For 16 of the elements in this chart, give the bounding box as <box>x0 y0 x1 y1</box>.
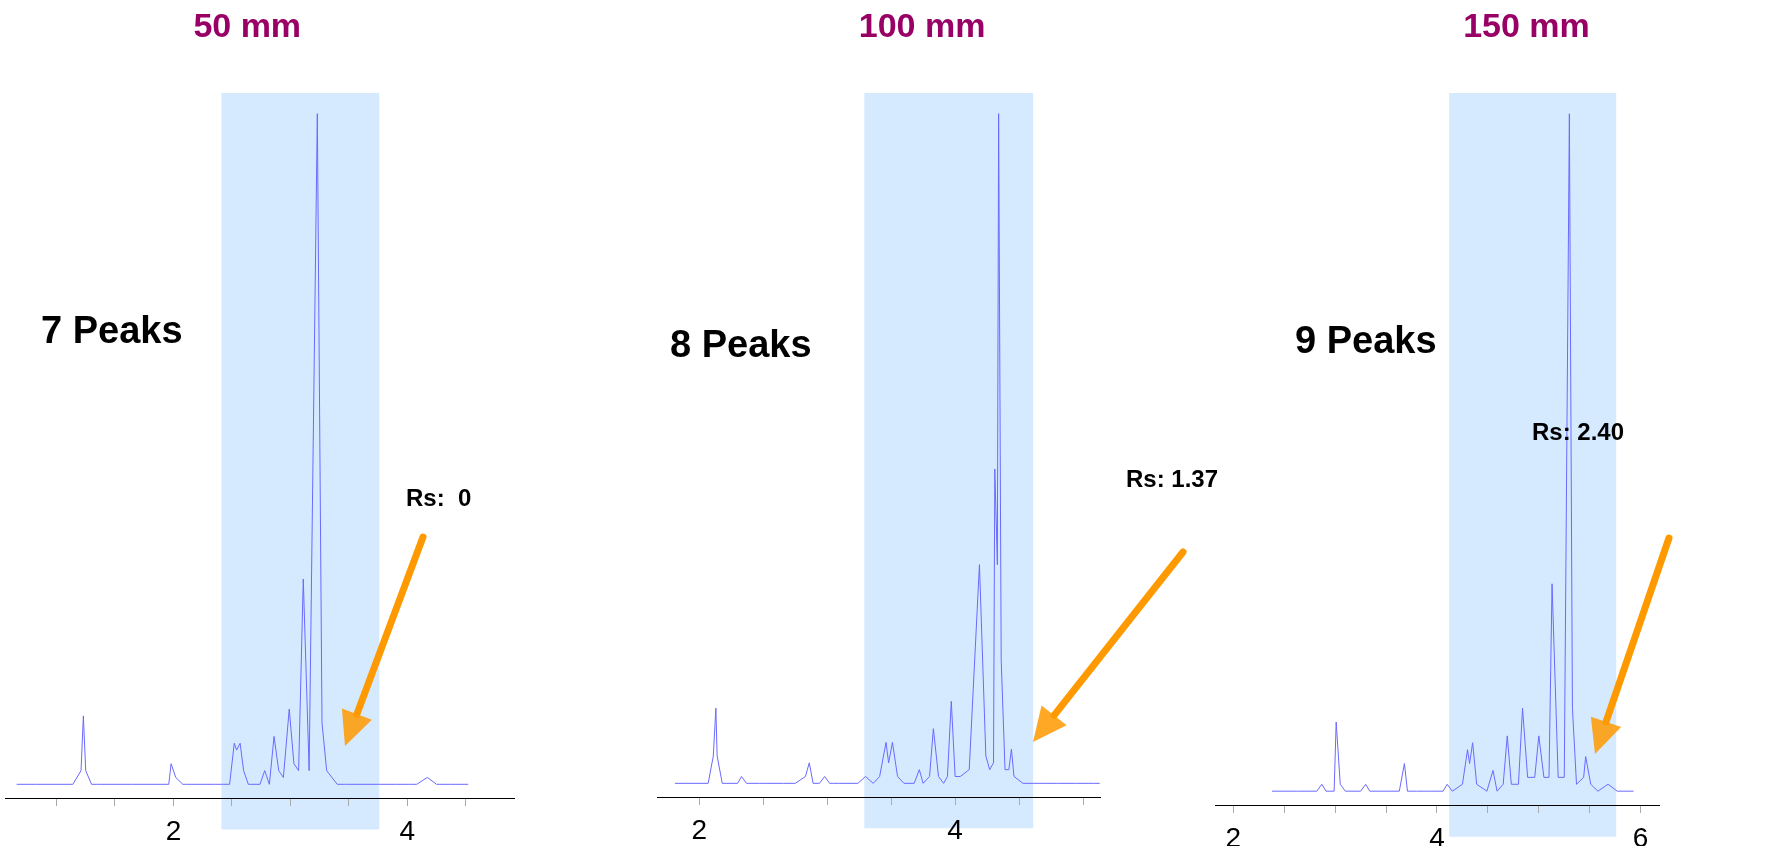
chart-title: 150 mm <box>1463 6 1590 45</box>
annotation: 9 Peaks <box>1295 319 1437 361</box>
x-tick-label: 4 <box>399 814 416 846</box>
x-tick-label: 6 <box>1632 821 1649 846</box>
annotation: Rs: 2.40 <box>1532 418 1625 445</box>
annotation: 7 Peaks <box>41 309 183 351</box>
x-tick-label: 4 <box>1429 821 1445 846</box>
chart-title: 50 mm <box>193 6 302 45</box>
annotation: Rs: 1.37 <box>1126 465 1219 492</box>
x-tick-label: 2 <box>1225 821 1242 846</box>
chart-title: 100 mm <box>858 6 986 45</box>
annotation: Rs: 0 <box>406 484 472 511</box>
x-tick-label: 2 <box>691 813 708 845</box>
x-tick-label: 2 <box>165 814 182 846</box>
annotation: 8 Peaks <box>670 323 812 365</box>
x-tick-label: 4 <box>947 813 963 845</box>
